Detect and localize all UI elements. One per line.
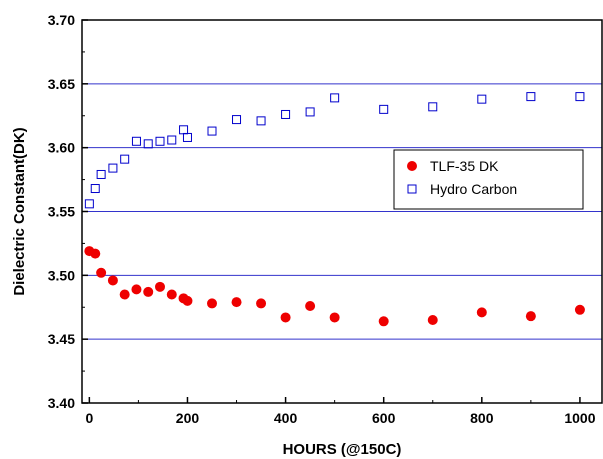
data-point-hydrocarbon [182,132,192,142]
data-point-tlf35 [207,298,217,309]
data-point-tlf35 [231,297,242,308]
data-point-tlf35 [378,316,389,327]
data-point-hydrocarbon [96,169,106,179]
data-point-hydrocarbon [305,107,315,117]
x-tick-label: 400 [274,410,298,426]
data-marks [84,92,585,327]
data-point-tlf35 [155,281,165,292]
legend-symbol-hydrocarbon [407,184,417,194]
data-point-hydrocarbon [379,104,389,114]
data-point-hydrocarbon [256,116,266,126]
x-tick-label: 200 [176,410,200,426]
legend-label-tlf35: TLF-35 DK [430,158,499,174]
data-point-tlf35 [329,312,340,323]
y-tick-label: 3.70 [48,12,75,28]
data-point-hydrocarbon [167,135,177,145]
data-point-hydrocarbon [179,125,189,135]
y-tick-label: 3.65 [48,76,75,92]
data-point-hydrocarbon [108,163,118,173]
data-point-tlf35 [96,267,107,278]
data-point-hydrocarbon [281,109,291,119]
data-point-tlf35 [574,304,585,315]
data-point-tlf35 [305,300,316,311]
legend: TLF-35 DK Hydro Carbon [393,149,584,210]
data-point-tlf35 [131,284,142,295]
y-axis-title: Dielectric Constant(DK) [11,127,28,295]
legend-box [393,149,584,210]
data-point-tlf35 [90,248,101,259]
data-point-tlf35 [143,286,154,297]
data-point-tlf35 [256,298,267,309]
data-point-tlf35 [280,312,291,323]
data-point-hydrocarbon [120,154,130,164]
data-point-hydrocarbon [131,136,141,146]
gridlines [82,83,602,340]
y-tick-label: 3.50 [48,267,75,283]
y-tick-label: 3.40 [48,395,75,411]
data-point-tlf35 [182,295,193,306]
data-point-hydrocarbon [526,92,536,102]
x-tick-label: 600 [372,410,396,426]
data-point-hydrocarbon [143,139,153,149]
legend-symbol-tlf35 [407,161,417,171]
legend-label-hydrocarbon: Hydro Carbon [430,181,517,197]
x-tick-label: 800 [470,410,494,426]
data-point-tlf35 [166,289,177,300]
data-point-hydrocarbon [207,126,217,136]
data-point-hydrocarbon [330,93,340,103]
y-tick-label: 3.45 [48,331,75,347]
x-tick-label: 0 [85,410,93,426]
data-point-hydrocarbon [232,115,242,125]
data-point-hydrocarbon [90,184,100,194]
data-point-tlf35 [119,289,130,300]
data-point-tlf35 [525,311,536,322]
y-tick-label: 3.55 [48,204,75,220]
data-point-hydrocarbon [155,136,165,146]
y-tick-label: 3.60 [48,140,75,156]
x-tick-label: 1000 [564,410,595,426]
data-point-hydrocarbon [428,102,438,112]
data-point-tlf35 [476,307,487,318]
data-point-tlf35 [107,275,118,286]
axis-ticks: 3.40 3.45 3.50 3.55 3.60 3.65 3.70 0 200 400 600 80… [48,12,596,426]
data-point-hydrocarbon [575,92,585,102]
data-point-tlf35 [427,315,438,326]
x-axis-title: HOURS (@150C) [283,441,402,458]
data-point-hydrocarbon [84,199,94,209]
data-point-hydrocarbon [477,94,487,104]
